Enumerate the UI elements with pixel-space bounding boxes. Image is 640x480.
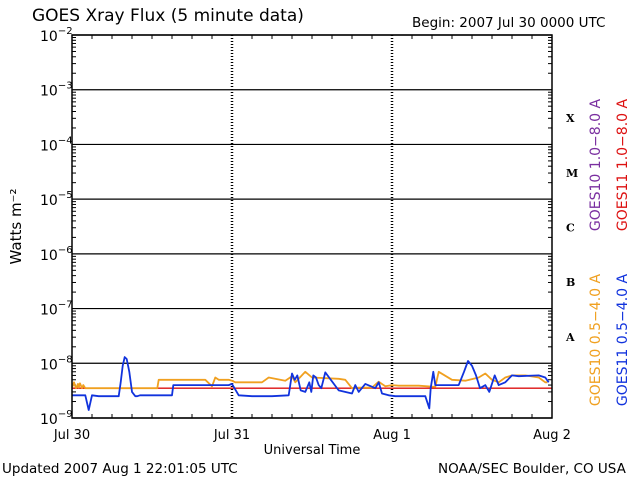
x-tick-label: Jul 30 xyxy=(53,428,90,443)
flare-class-label: M xyxy=(566,167,578,180)
flare-class-label: A xyxy=(565,331,575,344)
x-tick-label: Aug 2 xyxy=(533,428,571,443)
legend-entry: GOES11 1.0−8.0 A xyxy=(615,99,631,232)
flare-class-label: X xyxy=(566,112,575,125)
y-tick-label: 10−7 xyxy=(40,300,73,319)
series-line-2 xyxy=(71,370,548,390)
legend-entry: GOES11 0.5−4.0 A xyxy=(615,274,631,407)
legend-entry: GOES10 1.0−8.0 A xyxy=(588,99,604,232)
y-tick-label: 10−5 xyxy=(40,190,73,209)
plot-frame xyxy=(71,34,553,419)
y-tick-label: 10−2 xyxy=(40,26,73,45)
y-ticks: 10−9 10−8 10−7 10−6 10−5 10−4 10−3 10−2 xyxy=(40,26,552,428)
updated-timestamp: Updated 2007 Aug 1 22:01:05 UTC xyxy=(2,461,238,477)
chart-title: GOES Xray Flux (5 minute data) xyxy=(32,6,304,26)
series-line-3 xyxy=(72,356,550,411)
flare-class-label: B xyxy=(566,276,575,289)
y-tick-label: 10−8 xyxy=(40,354,73,373)
credit-text: NOAA/SEC Boulder, CO USA xyxy=(438,461,626,477)
legend: GOES10 1.0−8.0 A GOES11 1.0−8.0 A GOES10 0… xyxy=(588,99,631,407)
flare-class-label: C xyxy=(566,222,575,235)
x-tick-label: Aug 1 xyxy=(373,428,411,443)
flare-class-labels: A B C M X xyxy=(565,112,578,344)
y-axis-label: Watts m⁻² xyxy=(7,189,25,265)
y-tick-label: 10−9 xyxy=(40,409,73,428)
y-tick-label: 10−4 xyxy=(40,135,73,154)
x-axis-label: Universal Time xyxy=(264,443,361,458)
y-tick-label: 10−6 xyxy=(40,245,73,264)
y-tick-label: 10−3 xyxy=(40,81,73,100)
legend-entry: GOES10 0.5−4.0 A xyxy=(588,274,604,407)
plot-grid xyxy=(72,34,552,419)
x-tick-label: Jul 31 xyxy=(213,428,250,443)
series-lines xyxy=(71,356,552,411)
begin-time: Begin: 2007 Jul 30 0000 UTC xyxy=(412,15,606,31)
